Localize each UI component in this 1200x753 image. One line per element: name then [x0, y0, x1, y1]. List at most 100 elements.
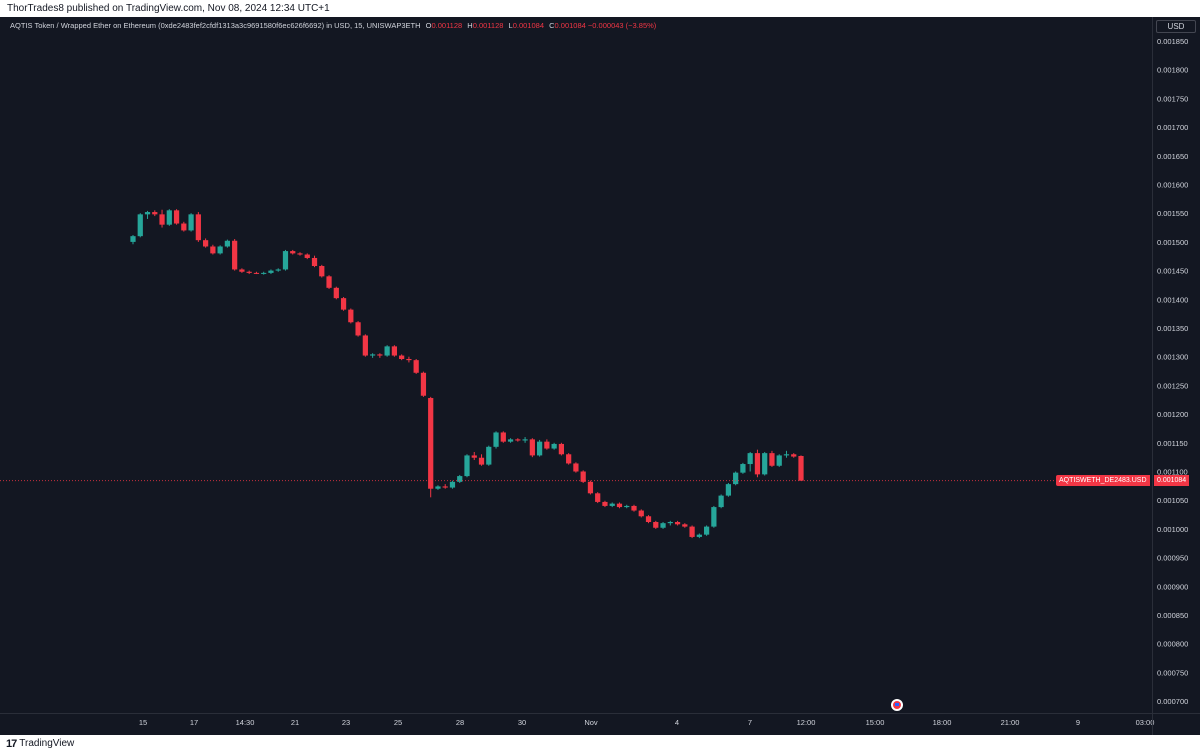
candle-body-89 [776, 455, 782, 466]
candle-body-69 [631, 505, 637, 511]
legend-low-value: 0.001084 [512, 21, 545, 30]
candle-body-63 [587, 481, 594, 494]
candle-body-3 [152, 212, 158, 215]
candle-body-80 [711, 507, 717, 527]
candle-body-23 [297, 253, 303, 255]
candle-body-6 [173, 210, 180, 224]
time-tick-3: 21 [291, 718, 299, 727]
candle-body-87 [762, 453, 768, 475]
price-tick-20: 0.000850 [1157, 611, 1188, 620]
candle-body-5 [166, 210, 172, 225]
candle-body-10 [202, 240, 209, 247]
us-flag-icon[interactable] [891, 699, 903, 711]
candle-body-31 [355, 322, 361, 336]
candle-body-73 [660, 523, 666, 528]
candle-body-21 [282, 251, 289, 270]
candle-body-82 [725, 484, 732, 496]
time-tick-2: 14:30 [236, 718, 255, 727]
time-tick-9: 4 [675, 718, 679, 727]
candle-body-20 [275, 269, 281, 271]
candle-body-16 [246, 271, 252, 273]
candle-body-65 [602, 501, 608, 506]
candle-body-25 [311, 257, 318, 267]
candle-body-44 [449, 481, 456, 488]
time-axis-border [0, 713, 1200, 714]
price-tick-8: 0.001450 [1157, 267, 1188, 276]
candle-body-43 [442, 486, 448, 488]
candle-body-35 [384, 346, 390, 356]
candle-body-60 [566, 454, 572, 464]
time-tick-15: 9 [1076, 718, 1080, 727]
candle-body-26 [319, 266, 325, 277]
legend-high-value: 0.001128 [472, 21, 504, 30]
legend-title: AQTIS Token / Wrapped Ether on Ethereum … [10, 21, 421, 30]
candle-body-77 [689, 526, 695, 537]
price-tick-18: 0.000950 [1157, 554, 1188, 563]
time-tick-6: 28 [456, 718, 464, 727]
currency-selector[interactable]: USD [1156, 20, 1196, 33]
price-tick-11: 0.001300 [1157, 353, 1188, 362]
candle-body-24 [304, 254, 310, 258]
candle-body-67 [616, 503, 623, 508]
candle-body-38 [406, 358, 412, 361]
candle-body-50 [493, 432, 499, 447]
candle-body-9 [195, 214, 201, 241]
price-tick-5: 0.001600 [1157, 181, 1188, 190]
price-tick-21: 0.000800 [1157, 640, 1188, 649]
candle-body-54 [522, 439, 528, 441]
price-tick-13: 0.001200 [1157, 410, 1188, 419]
candle-body-7 [181, 223, 187, 231]
candle-body-78 [696, 534, 702, 537]
candle-body-0 [130, 236, 136, 242]
candle-body-62 [580, 471, 586, 482]
candle-body-88 [769, 453, 775, 466]
candle-body-64 [595, 493, 601, 502]
candle-body-48 [478, 457, 485, 465]
candle-body-45 [457, 476, 463, 482]
time-tick-10: 7 [748, 718, 752, 727]
candle-body-28 [333, 287, 339, 299]
candle-body-57 [544, 441, 550, 449]
time-tick-11: 12:00 [797, 718, 816, 727]
candle-body-68 [624, 505, 630, 508]
legend-low-key: L [508, 21, 513, 30]
time-tick-7: 30 [518, 718, 526, 727]
legend-change-value: −0.000043 (−3.85%) [587, 21, 657, 30]
price-tick-6: 0.001550 [1157, 209, 1188, 218]
price-tick-15: 0.001100 [1157, 468, 1188, 477]
price-tick-0: 0.001850 [1157, 37, 1188, 46]
candle-body-11 [210, 246, 216, 254]
chart-legend: AQTIS Token / Wrapped Ether on Ethereum … [10, 21, 656, 31]
candle-body-29 [340, 298, 347, 310]
publisher-bar: ThorTrades8 published on TradingView.com… [0, 0, 1200, 17]
time-tick-14: 21:00 [1001, 718, 1020, 727]
price-tick-3: 0.001700 [1157, 123, 1188, 132]
price-tick-22: 0.000750 [1157, 668, 1188, 677]
legend-open-key: O [425, 21, 432, 30]
candle-body-12 [217, 246, 223, 254]
price-tick-23: 0.000700 [1157, 697, 1188, 706]
candle-body-39 [413, 360, 419, 373]
candle-body-4 [159, 214, 165, 225]
candle-body-52 [507, 439, 514, 442]
price-tick-7: 0.001500 [1157, 238, 1188, 247]
candlestick-chart[interactable]: 0.001850 0.001800 0.001750 0.001700 0.001650… [0, 17, 1200, 735]
time-tick-5: 25 [394, 718, 402, 727]
candle-body-86 [754, 453, 761, 475]
candle-body-49 [486, 446, 492, 465]
candle-body-61 [573, 463, 579, 472]
candle-body-47 [471, 455, 477, 458]
candle-body-66 [609, 503, 615, 506]
chart-area[interactable]: 0.001850 0.001800 0.001750 0.001700 0.001650… [0, 17, 1200, 735]
candle-body-59 [558, 443, 565, 455]
candle-body-81 [718, 495, 724, 508]
candle-body-53 [515, 439, 521, 441]
candle-body-79 [703, 526, 710, 535]
candle-body-72 [653, 522, 659, 528]
candle-body-2 [144, 212, 151, 215]
candle-body-56 [536, 441, 543, 456]
candle-body-58 [551, 443, 557, 449]
time-tick-1: 17 [190, 718, 198, 727]
legend-close-value: 0.001084 [554, 21, 586, 30]
candle-body-83 [733, 472, 739, 485]
